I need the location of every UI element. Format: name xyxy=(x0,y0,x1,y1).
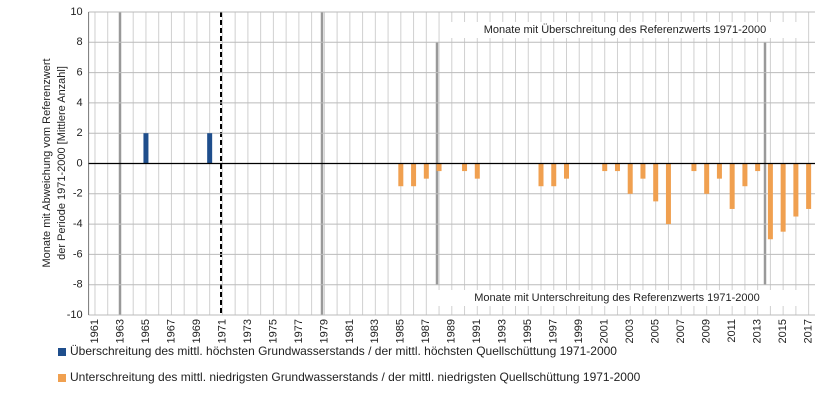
x-tick-label: 1991 xyxy=(471,319,483,343)
x-tick-label: 2015 xyxy=(777,319,789,343)
bar xyxy=(691,163,697,172)
y-tick-label: -10 xyxy=(67,309,83,321)
bar xyxy=(563,163,569,179)
y-tick-label: -2 xyxy=(73,188,83,200)
x-tick-label: 2009 xyxy=(701,319,713,343)
y-tick-label: -4 xyxy=(73,218,83,230)
bar xyxy=(627,163,633,194)
bar xyxy=(398,163,404,187)
bar xyxy=(551,163,557,187)
x-tick-label: 1985 xyxy=(395,319,407,343)
bar xyxy=(474,163,480,179)
x-tick-label: 2011 xyxy=(726,319,738,343)
bar xyxy=(729,163,735,209)
x-tick-label: 2001 xyxy=(599,319,611,343)
bar xyxy=(423,163,429,179)
bar xyxy=(704,163,710,194)
y-tick-label: -8 xyxy=(73,279,83,291)
bar xyxy=(462,163,468,172)
annotation: Monate mit Überschreitung des Referenzwe… xyxy=(484,24,766,36)
x-tick-label: 1973 xyxy=(242,319,254,343)
x-tick-label: 1961 xyxy=(89,319,101,343)
x-tick-label: 1969 xyxy=(191,319,203,343)
x-tick-label: 1971 xyxy=(216,319,228,343)
x-tick-label: 1967 xyxy=(165,319,177,343)
annotation: Monate mit Unterschreitung des Referenzw… xyxy=(474,292,760,304)
y-tick-label: 4 xyxy=(76,97,82,109)
bar xyxy=(614,163,620,172)
x-tick-label: 1989 xyxy=(446,319,458,343)
bar xyxy=(538,163,544,187)
x-tick-label: 1983 xyxy=(369,319,381,343)
x-tick-label: 1997 xyxy=(548,319,560,343)
x-tick-label: 1987 xyxy=(420,319,432,343)
y-tick-label: 10 xyxy=(70,6,82,18)
bar xyxy=(742,163,748,187)
legend-label: Überschreitung des mittl. höchsten Grund… xyxy=(70,344,617,358)
bar xyxy=(665,163,671,225)
x-tick-label: 2017 xyxy=(803,319,815,343)
x-tick-label: 1993 xyxy=(497,319,509,343)
bar xyxy=(755,163,761,172)
bar xyxy=(806,163,812,209)
bar xyxy=(716,163,722,179)
x-tick-label: 1981 xyxy=(344,319,356,343)
bar xyxy=(436,163,442,172)
bar xyxy=(640,163,646,179)
bar xyxy=(207,133,213,164)
bar xyxy=(602,163,608,172)
y-axis-label: der Periode 1971-2000 [Mittlere Anzahl] xyxy=(56,66,68,260)
legend-swatch xyxy=(58,374,66,382)
y-tick-label: 8 xyxy=(76,36,82,48)
y-tick-label: 0 xyxy=(76,157,82,169)
bar xyxy=(653,163,659,202)
y-tick-label: 6 xyxy=(76,67,82,79)
x-tick-label: 1977 xyxy=(293,319,305,343)
legend-swatch xyxy=(58,348,66,356)
x-tick-label: 1965 xyxy=(140,319,152,343)
x-tick-label: 1979 xyxy=(318,319,330,343)
x-tick-label: 1975 xyxy=(267,319,279,343)
legend-label: Unterschreitung des mittl. niedrigsten G… xyxy=(70,370,641,384)
y-tick-label: 2 xyxy=(76,127,82,139)
x-tick-label: 1995 xyxy=(522,319,534,343)
x-tick-label: 2007 xyxy=(675,319,687,343)
annotation-bg xyxy=(445,22,805,38)
x-tick-label: 1963 xyxy=(114,319,126,343)
x-tick-label: 2003 xyxy=(624,319,636,343)
bar xyxy=(767,163,773,240)
x-tick-label: 2005 xyxy=(650,319,662,343)
y-axis-label: Monate mit Abweichung vom Referenzwert xyxy=(41,58,53,267)
bar xyxy=(411,163,417,187)
bar xyxy=(143,133,149,164)
annotation-bg xyxy=(437,290,797,306)
bar xyxy=(780,163,786,232)
y-tick-label: -6 xyxy=(73,248,83,260)
bar xyxy=(793,163,799,217)
x-tick-label: 1999 xyxy=(573,319,585,343)
x-tick-label: 2013 xyxy=(752,319,764,343)
